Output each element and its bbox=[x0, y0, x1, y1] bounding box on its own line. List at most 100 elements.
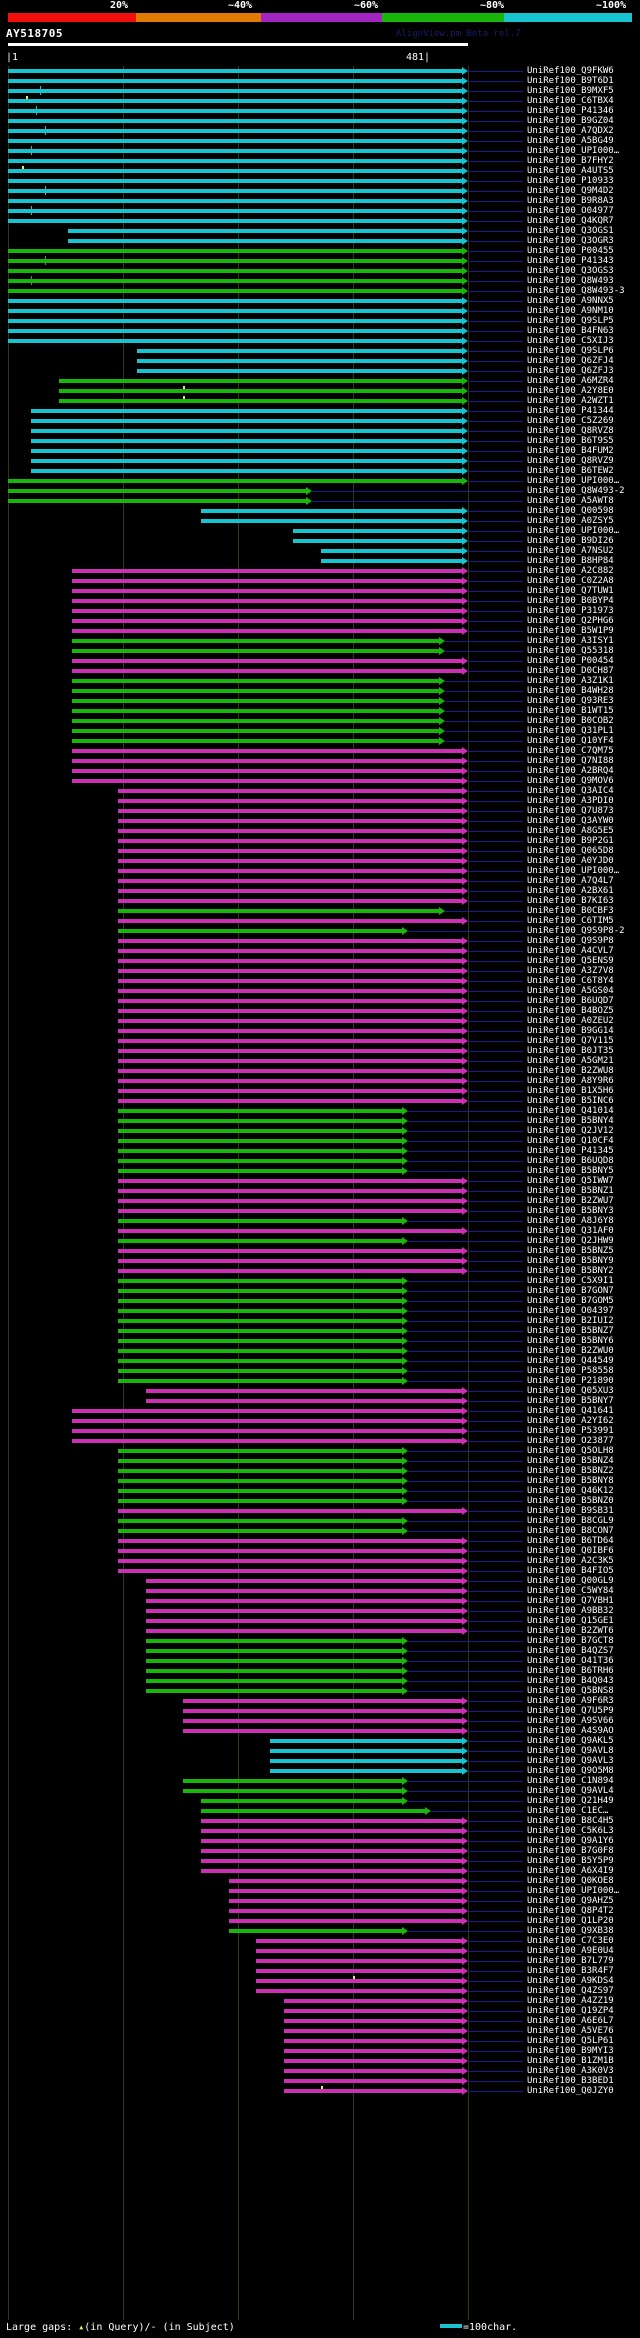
hsp-bar[interactable] bbox=[118, 1299, 403, 1303]
alignment-row[interactable]: UniRef100_P21890 bbox=[0, 1376, 640, 1386]
subject-id-label[interactable]: UniRef100_A5BG49 bbox=[527, 136, 614, 146]
hsp-bar[interactable] bbox=[182, 1779, 403, 1783]
hsp-bar[interactable] bbox=[118, 1119, 403, 1123]
alignment-row[interactable]: UniRef100_Q6ZFJ4 bbox=[0, 356, 640, 366]
hsp-bar[interactable] bbox=[8, 319, 462, 323]
alignment-row[interactable]: UniRef100_C5XIJ3 bbox=[0, 336, 640, 346]
alignment-row[interactable]: UniRef100_P41345 bbox=[0, 1146, 640, 1156]
subject-id-label[interactable]: UniRef100_C6TBX4 bbox=[527, 96, 614, 106]
subject-id-label[interactable]: UniRef100_B0CBF3 bbox=[527, 906, 614, 916]
hsp-bar[interactable] bbox=[182, 1709, 462, 1713]
alignment-row[interactable]: UniRef100_A5GM21 bbox=[0, 1056, 640, 1066]
subject-id-label[interactable]: UniRef100_A8J6Y8 bbox=[527, 1216, 614, 1226]
alignment-row[interactable]: UniRef100_Q0KOE8 bbox=[0, 1876, 640, 1886]
hsp-bar[interactable] bbox=[118, 1489, 403, 1493]
alignment-row[interactable]: UniRef100_A9NNX5 bbox=[0, 296, 640, 306]
hsp-bar[interactable] bbox=[8, 169, 462, 173]
alignment-row[interactable]: UniRef100_B4Q043 bbox=[0, 1676, 640, 1686]
hsp-bar[interactable] bbox=[228, 1899, 462, 1903]
hsp-bar[interactable] bbox=[118, 1449, 403, 1453]
hsp-bar[interactable] bbox=[58, 399, 462, 403]
hsp-bar[interactable] bbox=[118, 1049, 462, 1053]
subject-id-label[interactable]: UniRef100_Q9AKL5 bbox=[527, 1736, 614, 1746]
subject-id-label[interactable]: UniRef100_A0YJD0 bbox=[527, 856, 614, 866]
alignment-row[interactable]: UniRef100_Q3AIC4 bbox=[0, 786, 640, 796]
hsp-bar[interactable] bbox=[228, 1919, 462, 1923]
hsp-bar[interactable] bbox=[201, 509, 462, 513]
hsp-bar[interactable] bbox=[201, 1859, 462, 1863]
alignment-row[interactable]: UniRef100_B5BNY3 bbox=[0, 1206, 640, 1216]
subject-id-label[interactable]: UniRef100_C6TIM5 bbox=[527, 916, 614, 926]
hsp-bar[interactable] bbox=[118, 1129, 403, 1133]
subject-id-label[interactable]: UniRef100_Q93RE3 bbox=[527, 696, 614, 706]
hsp-bar[interactable] bbox=[58, 389, 462, 393]
hsp-bar[interactable] bbox=[118, 959, 462, 963]
alignment-row[interactable]: UniRef100_D0CH87 bbox=[0, 666, 640, 676]
subject-id-label[interactable]: UniRef100_A9BB32 bbox=[527, 1606, 614, 1616]
subject-id-label[interactable]: UniRef100_B9MYI3 bbox=[527, 2046, 614, 2056]
hsp-bar[interactable] bbox=[72, 679, 439, 683]
alignment-row[interactable]: UniRef100_UPI000… bbox=[0, 476, 640, 486]
hsp-bar[interactable] bbox=[118, 1549, 462, 1553]
alignment-row[interactable]: UniRef100_B6UQD8 bbox=[0, 1156, 640, 1166]
hsp-bar[interactable] bbox=[8, 159, 462, 163]
alignment-row[interactable]: UniRef100_B5BNZ1 bbox=[0, 1186, 640, 1196]
alignment-row[interactable]: UniRef100_Q5ENS9 bbox=[0, 956, 640, 966]
hsp-bar[interactable] bbox=[8, 289, 462, 293]
subject-id-label[interactable]: UniRef100_Q7VBH1 bbox=[527, 1596, 614, 1606]
hsp-bar[interactable] bbox=[320, 559, 462, 563]
subject-id-label[interactable]: UniRef100_B5INC6 bbox=[527, 1096, 614, 1106]
alignment-row[interactable]: UniRef100_A5BG49 bbox=[0, 136, 640, 146]
hsp-bar[interactable] bbox=[118, 979, 462, 983]
subject-id-label[interactable]: UniRef100_Q9AVL3 bbox=[527, 1756, 614, 1766]
subject-id-label[interactable]: UniRef100_Q2JV12 bbox=[527, 1126, 614, 1136]
hsp-bar[interactable] bbox=[72, 699, 439, 703]
hsp-bar[interactable] bbox=[8, 249, 462, 253]
hsp-bar[interactable] bbox=[118, 1099, 462, 1103]
subject-id-label[interactable]: UniRef100_B5BNY3 bbox=[527, 1206, 614, 1216]
subject-id-label[interactable]: UniRef100_Q8RVZ9 bbox=[527, 456, 614, 466]
hsp-bar[interactable] bbox=[8, 219, 462, 223]
hsp-bar[interactable] bbox=[284, 2049, 462, 2053]
alignment-row[interactable]: UniRef100_C5X9I1 bbox=[0, 1276, 640, 1286]
alignment-row[interactable]: UniRef100_B7GON7 bbox=[0, 1286, 640, 1296]
alignment-row[interactable]: UniRef100_Q19ZP4 bbox=[0, 2006, 640, 2016]
hsp-bar[interactable] bbox=[118, 949, 462, 953]
subject-id-label[interactable]: UniRef100_B7G0F8 bbox=[527, 1846, 614, 1856]
alignment-row[interactable]: UniRef100_A2BX61 bbox=[0, 886, 640, 896]
subject-id-label[interactable]: UniRef100_Q44549 bbox=[527, 1356, 614, 1366]
alignment-row[interactable]: UniRef100_B2ZWU0 bbox=[0, 1346, 640, 1356]
alignment-row[interactable]: UniRef100_Q9AHZ5 bbox=[0, 1896, 640, 1906]
alignment-row[interactable]: UniRef100_A6MZR4 bbox=[0, 376, 640, 386]
subject-id-label[interactable]: UniRef100_B9GG14 bbox=[527, 1026, 614, 1036]
hsp-bar[interactable] bbox=[201, 1819, 462, 1823]
subject-id-label[interactable]: UniRef100_B2IUI2 bbox=[527, 1316, 614, 1326]
alignment-row[interactable]: UniRef100_A9F6R3 bbox=[0, 1696, 640, 1706]
subject-id-label[interactable]: UniRef100_Q1LP20 bbox=[527, 1916, 614, 1926]
alignment-row[interactable]: UniRef100_A2WZT1 bbox=[0, 396, 640, 406]
hsp-bar[interactable] bbox=[118, 889, 462, 893]
hsp-bar[interactable] bbox=[284, 2059, 462, 2063]
subject-id-label[interactable]: UniRef100_Q6ZFJ3 bbox=[527, 366, 614, 376]
subject-id-label[interactable]: UniRef100_B1WT15 bbox=[527, 706, 614, 716]
hsp-bar[interactable] bbox=[118, 1199, 462, 1203]
subject-id-label[interactable]: UniRef100_A8Y9R6 bbox=[527, 1076, 614, 1086]
hsp-bar[interactable] bbox=[8, 339, 462, 343]
subject-id-label[interactable]: UniRef100_A0ZSY5 bbox=[527, 516, 614, 526]
alignment-row[interactable]: UniRef100_Q05XU3 bbox=[0, 1386, 640, 1396]
subject-id-label[interactable]: UniRef100_B2ZWU7 bbox=[527, 1196, 614, 1206]
alignment-row[interactable]: UniRef100_B4FUM2 bbox=[0, 446, 640, 456]
hsp-bar[interactable] bbox=[118, 1369, 403, 1373]
alignment-row[interactable]: UniRef100_Q6ZFJ3 bbox=[0, 366, 640, 376]
hsp-bar[interactable] bbox=[118, 1459, 403, 1463]
hsp-bar[interactable] bbox=[201, 1839, 462, 1843]
alignment-row[interactable]: UniRef100_B8CON7 bbox=[0, 1526, 640, 1536]
hsp-bar[interactable] bbox=[72, 589, 462, 593]
subject-id-label[interactable]: UniRef100_C7QM75 bbox=[527, 746, 614, 756]
subject-id-label[interactable]: UniRef100_Q2JHW9 bbox=[527, 1236, 614, 1246]
subject-id-label[interactable]: UniRef100_Q5OLH8 bbox=[527, 1446, 614, 1456]
subject-id-label[interactable]: UniRef100_Q7TUW1 bbox=[527, 586, 614, 596]
hsp-bar[interactable] bbox=[201, 1809, 426, 1813]
alignment-row[interactable]: UniRef100_B9T6D1 bbox=[0, 76, 640, 86]
alignment-row[interactable]: UniRef100_B0CBF3 bbox=[0, 906, 640, 916]
